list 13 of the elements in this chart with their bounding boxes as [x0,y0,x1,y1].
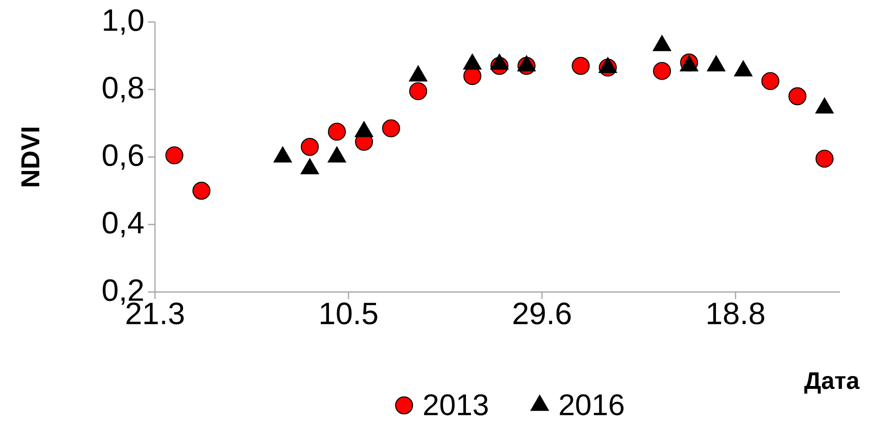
y-tick-label: 0,8 [102,76,144,102]
y-tick-label: 0,2 [102,279,143,305]
x-tick-label: 21.3 [126,302,184,324]
y-axis-title: NDVI [21,128,40,186]
x-tick-label: 18.8 [708,302,764,324]
legend-label: 2016 [560,394,624,416]
y-tick-label: 0,4 [102,212,144,238]
x-axis-title: Дата [804,372,860,394]
y-tick-label: 0,6 [102,144,144,170]
x-tick-label: 10.5 [320,302,378,324]
y-tick-label: 1,0 [104,9,144,35]
x-tick-label: 29.6 [514,302,571,324]
legend-label: 2013 [424,394,488,416]
